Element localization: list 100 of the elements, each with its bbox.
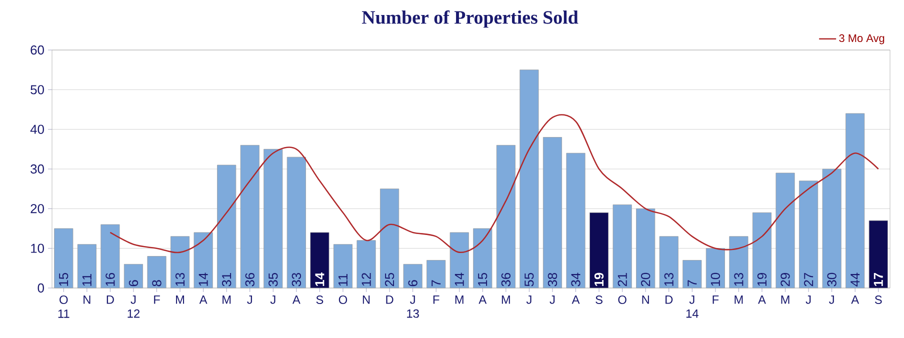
data-label: 44 — [850, 272, 860, 287]
chart-title: Number of Properties Sold — [362, 10, 578, 28]
y-tick-label: 40 — [30, 124, 44, 134]
x-tick-label: A — [851, 296, 860, 304]
data-label: 30 — [827, 272, 836, 286]
bar — [729, 236, 748, 288]
bar — [380, 188, 400, 288]
bar — [147, 256, 166, 288]
data-label: 11 — [338, 274, 348, 286]
x-tick-label: M — [455, 296, 464, 304]
data-label: 21 — [618, 273, 627, 286]
x-tick-label: S — [874, 296, 882, 304]
y-tick-label: 60 — [30, 45, 44, 55]
bar — [846, 113, 865, 288]
bar — [659, 236, 678, 288]
data-label: 14 — [315, 272, 324, 286]
bar — [194, 232, 213, 288]
x-tick-label: O 11 — [58, 296, 70, 318]
x-tick-label: N — [84, 296, 90, 304]
x-tick-label: J — [550, 296, 555, 304]
y-tick-label: 20 — [30, 204, 44, 214]
data-label: 14 — [454, 272, 464, 286]
bar — [776, 172, 795, 288]
data-label: 25 — [384, 272, 394, 286]
data-label: 55 — [524, 272, 534, 286]
bar — [473, 228, 492, 288]
data-label: 20 — [641, 272, 650, 286]
bar — [822, 168, 842, 288]
data-label: 31 — [222, 273, 232, 286]
x-tick-label: J — [247, 296, 252, 304]
x-tick-label: A — [199, 296, 208, 304]
bar — [310, 232, 330, 288]
bar — [590, 212, 609, 288]
bar — [403, 264, 422, 288]
x-tick-label: F — [712, 296, 719, 304]
bar — [752, 212, 772, 288]
bar — [124, 264, 143, 288]
x-tick-label: A — [572, 296, 580, 304]
x-tick-label: J 12 — [128, 296, 140, 318]
bar — [217, 164, 236, 288]
data-label: 19 — [757, 273, 767, 286]
bar — [799, 180, 818, 288]
data-label: 14 — [198, 272, 208, 286]
data-label: 15 — [59, 272, 68, 286]
x-tick-label: F — [433, 296, 440, 304]
data-label: 33 — [292, 272, 302, 286]
x-tick-label: N — [362, 296, 370, 304]
bar — [54, 228, 74, 288]
data-label: 17 — [874, 272, 883, 286]
y-tick-label: 50 — [30, 85, 44, 94]
y-tick-label: 0 — [38, 283, 44, 293]
x-tick-label: J — [829, 296, 834, 304]
x-tick-label: M — [222, 296, 231, 304]
data-label: 8 — [152, 280, 162, 286]
data-label: 27 — [804, 273, 814, 286]
x-tick-label: M — [781, 296, 790, 304]
bar — [566, 152, 586, 288]
bar — [77, 244, 96, 288]
data-label: 29 — [780, 273, 790, 286]
data-label: 36 — [501, 272, 511, 286]
y-tick-label: 10 — [31, 244, 44, 253]
bar — [706, 248, 725, 288]
x-tick-label: A — [758, 296, 766, 304]
data-label: 12 — [362, 273, 371, 286]
x-tick-label: J 13 — [407, 296, 419, 318]
x-tick-label: S — [316, 296, 324, 304]
data-label: 6 — [408, 280, 418, 286]
data-label: 10 — [710, 272, 720, 286]
data-label: 19 — [594, 272, 604, 286]
bar — [520, 70, 539, 288]
x-tick-label: D — [386, 296, 394, 304]
data-label: 38 — [548, 272, 558, 286]
x-tick-label: A — [292, 296, 300, 304]
x-tick-label: O — [618, 296, 626, 304]
bar — [496, 145, 516, 288]
data-label: 16 — [106, 272, 115, 286]
data-label: 35 — [268, 272, 278, 286]
x-tick-label: J — [806, 296, 811, 304]
x-tick-label: D — [106, 296, 114, 304]
bar — [426, 260, 446, 288]
data-label: 15 — [478, 272, 488, 286]
bar — [868, 220, 888, 288]
x-tick-label: D — [666, 296, 673, 304]
data-label: 13 — [664, 272, 674, 286]
bar — [240, 145, 260, 288]
x-tick-label: J — [270, 296, 276, 304]
bar — [636, 208, 656, 288]
data-label: 7 — [432, 280, 441, 286]
data-label: 11 — [82, 274, 92, 286]
bar — [100, 224, 120, 288]
bar — [682, 260, 702, 288]
x-tick-label: S — [596, 296, 602, 304]
x-tick-label: J 14 — [686, 296, 698, 318]
data-label: 7 — [688, 280, 697, 286]
data-label: 13 — [734, 272, 744, 286]
x-tick-label: F — [154, 296, 160, 304]
data-label: 34 — [571, 272, 580, 286]
bar — [264, 148, 283, 288]
y-tick-label: 30 — [30, 164, 44, 174]
bar — [612, 204, 632, 288]
